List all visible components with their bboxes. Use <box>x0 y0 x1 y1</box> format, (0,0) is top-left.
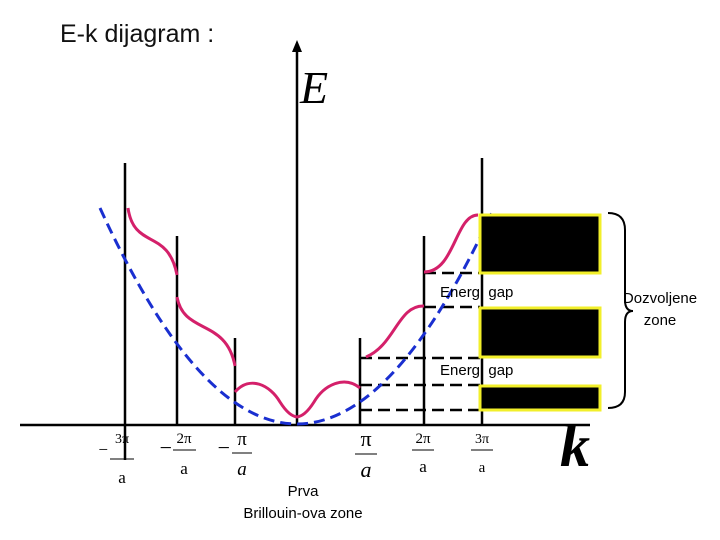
gap-label: Energ. gap <box>440 284 513 301</box>
tick-sign: − <box>160 435 172 460</box>
tick-den: a <box>118 468 126 487</box>
bands <box>126 207 479 419</box>
tick-labels: − 3π a − 2π a − π a π a 2π a 3π a <box>98 426 493 487</box>
tick-num: 3π <box>115 432 129 447</box>
brillouin-label: Prva <box>288 483 320 500</box>
tick-den: a <box>361 457 372 482</box>
tick-den: a <box>237 459 247 480</box>
tick-sign: − <box>218 435 230 460</box>
tick-den: a <box>419 457 427 476</box>
tick-num: 2π <box>176 431 192 447</box>
band-blocks <box>478 213 602 412</box>
tick-den: a <box>180 459 188 478</box>
gap-lines <box>360 271 480 412</box>
tick-num: π <box>237 429 247 450</box>
tick-num: π <box>360 426 371 451</box>
x-axis-label: k <box>560 413 590 479</box>
tick-num: 3π <box>475 432 489 447</box>
y-axis-label: E <box>299 62 328 113</box>
brace <box>607 212 634 409</box>
zones-label: zone <box>644 312 677 329</box>
free-electron-parabola <box>98 207 496 426</box>
tick-sign: − <box>98 440 108 459</box>
brillouin-label: Brillouin-ova zone <box>243 505 362 522</box>
zones-label: Dozvoljene <box>623 290 697 307</box>
title: E-k dijagram : <box>60 20 214 48</box>
gap-label: Energ. gap <box>440 362 513 379</box>
tick-num: 2π <box>415 431 431 447</box>
tick-den: a <box>479 460 486 476</box>
